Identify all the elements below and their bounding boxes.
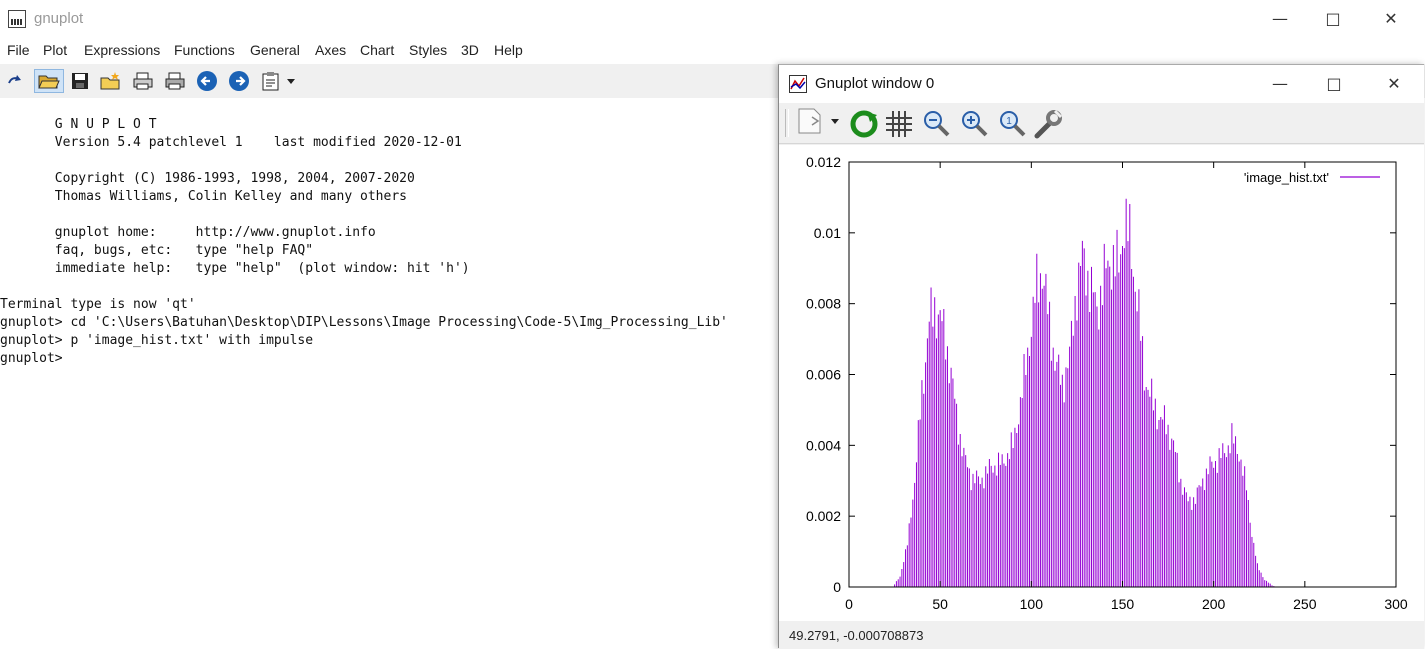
menu-styles[interactable]: Styles: [409, 42, 448, 58]
console-line: Terminal type is now 'qt': [0, 297, 196, 312]
gnuplot-app-icon: [8, 10, 26, 28]
menu-file[interactable]: File: [7, 42, 30, 58]
console-line: faq, bugs, etc: type "help FAQ": [0, 243, 314, 258]
x-tick-label: 100: [1020, 596, 1044, 612]
menu-help[interactable]: Help: [494, 42, 523, 58]
plot-minimize-button[interactable]: —: [1272, 74, 1288, 93]
menu-plot[interactable]: Plot: [43, 42, 68, 58]
zoom-reset-icon[interactable]: 1: [997, 109, 1027, 139]
main-window-title: gnuplot: [34, 10, 84, 27]
console-line: gnuplot> cd 'C:\Users\Batuhan\Desktop\DI…: [0, 315, 728, 330]
plot-window: Gnuplot window 0 — □ ✕ 1 0: [778, 64, 1424, 649]
clipboard-menu-icon[interactable]: [259, 69, 299, 93]
minimize-button[interactable]: —: [1272, 9, 1288, 28]
y-axis-ticks: 0 0.002 0.004 0.006 0.008 0.01 0.012: [806, 154, 1396, 595]
menu-expressions[interactable]: Expressions: [84, 42, 161, 58]
main-window-titlebar: gnuplot — □ ✕: [0, 0, 1425, 38]
cursor-coordinates: 49.2791, -0.000708873: [789, 628, 924, 643]
plot-window-title: Gnuplot window 0: [815, 75, 935, 92]
status-bar: 49.2791, -0.000708873: [779, 623, 1424, 649]
plot-close-button[interactable]: ✕: [1387, 74, 1401, 93]
y-tick-label: 0.002: [806, 508, 841, 524]
x-tick-label: 50: [932, 596, 948, 612]
console-line: gnuplot home: http://www.gnuplot.info: [0, 225, 376, 240]
maximize-button[interactable]: □: [1325, 9, 1341, 28]
print-setup-icon[interactable]: [163, 69, 187, 93]
replot-icon[interactable]: [849, 109, 879, 139]
grid-icon[interactable]: [884, 109, 914, 139]
impulse-series: [894, 198, 1275, 587]
x-tick-label: 300: [1384, 596, 1408, 612]
console-line: gnuplot> p 'image_hist.txt' with impulse: [0, 333, 314, 348]
x-tick-label: 200: [1202, 596, 1226, 612]
plot-maximize-button[interactable]: □: [1326, 74, 1342, 93]
x-tick-label: 0: [845, 596, 853, 612]
plot-window-titlebar: Gnuplot window 0 — □ ✕: [779, 65, 1424, 103]
console-line: immediate help: type "help" (plot window…: [0, 261, 470, 276]
plot-canvas[interactable]: 0 0.002 0.004 0.006 0.008 0.01 0.012 0 50 100 150…: [779, 145, 1424, 621]
menu-general[interactable]: General: [250, 42, 300, 58]
plot-window-icon: [789, 75, 807, 97]
console-output[interactable]: G N U P L O T Version 5.4 patchlevel 1 l…: [0, 98, 780, 648]
x-tick-label: 250: [1293, 596, 1317, 612]
histogram-chart: 0 0.002 0.004 0.006 0.008 0.01 0.012 0 50 100 150…: [806, 154, 1408, 612]
y-tick-label: 0: [833, 579, 841, 595]
console-line: G N U P L O T: [0, 117, 157, 132]
replot-icon[interactable]: [4, 69, 28, 93]
back-icon[interactable]: [195, 69, 219, 93]
console-prompt: gnuplot>: [0, 351, 71, 366]
menu-chart[interactable]: Chart: [360, 42, 395, 58]
forward-icon[interactable]: [227, 69, 251, 93]
console-line: Version 5.4 patchlevel 1 last modified 2…: [0, 135, 462, 150]
settings-wrench-icon[interactable]: [1033, 109, 1063, 139]
print-icon[interactable]: [131, 69, 155, 93]
open-folder-icon[interactable]: [34, 69, 64, 93]
close-button[interactable]: ✕: [1384, 9, 1398, 28]
console-text: G N U P L O T Version 5.4 patchlevel 1 l…: [0, 116, 728, 368]
menu-axes[interactable]: Axes: [315, 42, 347, 58]
console-line: Thomas Williams, Colin Kelley and many o…: [0, 189, 407, 204]
svg-text:1: 1: [1006, 116, 1012, 127]
zoom-out-icon[interactable]: [921, 109, 951, 139]
y-tick-label: 0.006: [806, 367, 841, 383]
y-tick-label: 0.008: [806, 296, 841, 312]
menu-3d[interactable]: 3D: [461, 42, 479, 58]
new-file-icon[interactable]: [99, 69, 123, 93]
y-tick-label: 0.01: [814, 225, 841, 241]
save-icon[interactable]: [68, 69, 92, 93]
console-line: Copyright (C) 1986-1993, 1998, 2004, 200…: [0, 171, 415, 186]
export-menu-icon[interactable]: [795, 108, 845, 134]
y-tick-label: 0.004: [806, 437, 841, 453]
legend-label: 'image_hist.txt': [1244, 170, 1329, 185]
plot-toolbar: 1: [779, 103, 1424, 144]
toolbar-grip: [785, 109, 789, 137]
x-tick-label: 150: [1111, 596, 1135, 612]
menu-bar: File Plot Expressions Functions General …: [0, 38, 1425, 64]
x-axis-ticks: 0 50 100 150 200 250 300: [845, 162, 1408, 612]
zoom-in-icon[interactable]: [959, 109, 989, 139]
y-tick-label: 0.012: [806, 154, 841, 170]
menu-functions[interactable]: Functions: [174, 42, 235, 58]
